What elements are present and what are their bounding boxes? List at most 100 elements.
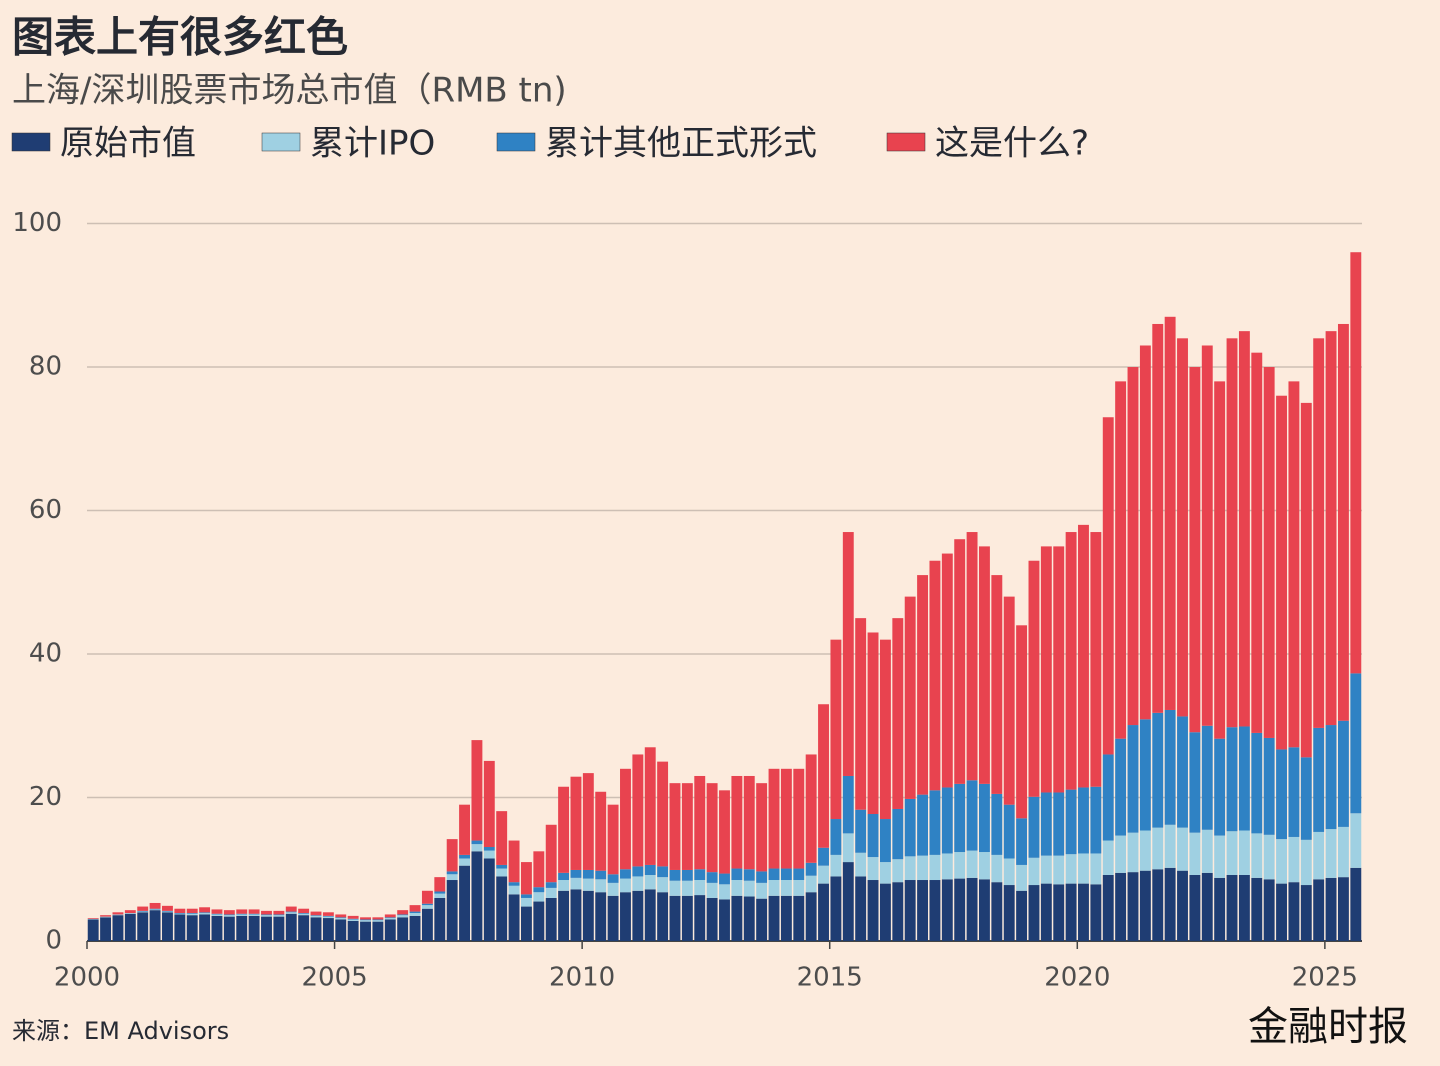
bar-segment [681,783,693,870]
bar-segment [694,880,706,896]
x-tick-label: 2000 [54,963,120,993]
bar-segment [818,847,829,866]
bar-segment [793,868,805,881]
bar-segment [360,917,371,920]
bar-segment [483,850,495,859]
bar-segment [570,776,582,870]
bar-segment [632,890,644,941]
bar-segment [731,775,743,869]
bar-segment [805,862,817,876]
bar-segment [1214,738,1226,836]
bar-segment [1078,787,1089,854]
bar-segment [1028,796,1040,858]
bar-segment [545,882,557,888]
bar-segment [434,893,446,898]
bar-segment [1226,831,1238,875]
bar-segment [1189,832,1201,875]
bar-segment [1313,727,1325,832]
bar-segment [1337,720,1349,827]
bar-segment [867,814,879,858]
bar-segment [879,819,891,863]
bar-segment [768,868,780,881]
bar-segment [595,879,607,893]
bar-segment [991,793,1003,855]
bar-segment [1152,712,1164,828]
bar-segment [137,911,149,913]
bar-segment [582,890,594,941]
bar-segment [397,917,409,941]
bar-segment [1288,747,1300,837]
bar-segment [719,790,730,874]
bar-segment [917,794,929,856]
bar-segment [855,618,867,810]
bar-segment [124,913,136,914]
bar-segment [954,783,966,853]
bar-segment [842,862,854,941]
bar-segment [124,910,136,914]
bar-segment [904,798,916,857]
bar-segment [1164,824,1176,868]
bar-segment [929,790,941,855]
bar-segment [1177,827,1188,871]
bar-segment [991,854,1003,883]
bar-segment [149,909,161,911]
bar-segment [632,876,644,891]
bar-segment [842,532,854,776]
bar-segment [1313,338,1325,728]
bar-segment [558,890,570,941]
bar-segment [186,913,198,914]
bar-segment [1276,395,1287,750]
bar-segment [310,915,322,916]
bar-segment [966,877,978,941]
bar-segment [100,916,112,918]
bar-segment [100,917,112,941]
bar-segment [137,906,149,911]
bar-segment [248,909,260,914]
bar-segment [1164,867,1176,941]
bar-segment [706,897,718,941]
bar-segment [558,880,570,891]
bar-segment [1238,874,1250,941]
brand: 金融时报 [1248,1004,1408,1050]
bar-segment [805,754,817,863]
bar-segment [818,865,829,884]
bar-segment [1288,381,1300,748]
bar-segment [322,915,334,917]
bar-segment [681,895,693,941]
bar-segment [1325,829,1337,878]
bar-segment [1065,883,1077,941]
x-tick-label: 2025 [1292,963,1358,993]
bar-segment [793,880,805,896]
bar-segment [149,910,161,941]
bar-segment [137,912,149,941]
bar-segment [1263,834,1275,880]
chart-title: 图表上有很多红色 [12,13,348,62]
bar-segment [421,905,433,909]
bar-segment [248,914,260,916]
bar-segment [941,553,953,788]
bar-segment [1214,381,1226,739]
bar-segment [409,905,421,912]
bar-segment [1226,874,1238,941]
bar-segment [743,775,755,870]
bar-segment [360,920,371,922]
bar-segment [1238,331,1250,727]
bar-segment [174,913,186,915]
bar-segment [1016,890,1028,941]
bar-segment [162,910,173,912]
bar-segment [1115,381,1127,739]
bar-segment [186,908,198,914]
bar-segment [1238,726,1250,831]
bar-segment [347,919,359,921]
bar-segment [223,910,235,915]
y-tick-label: 60 [29,495,62,525]
bar-segment [384,919,396,941]
bar-segment [879,883,891,941]
bar-segment [1090,532,1102,787]
bar-segment [223,916,235,941]
bar-segment [87,918,99,920]
bar-segment [199,912,211,914]
x-tick-label: 2005 [301,963,367,993]
bar-segment [1016,864,1028,891]
bar-segment [149,908,161,910]
